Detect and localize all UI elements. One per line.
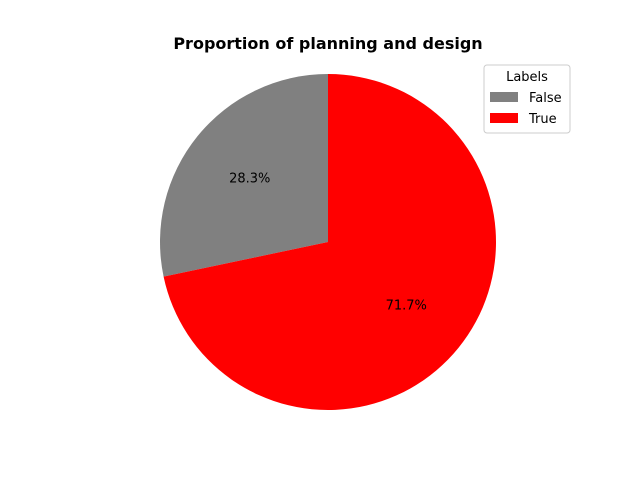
legend-label-true: True: [528, 112, 557, 127]
pie-slices: [160, 74, 497, 410]
pie-slice-true: [163, 74, 497, 410]
legend-label-false: False: [529, 91, 562, 106]
pie-slice-labels: 28.3% 71.7%: [229, 171, 427, 313]
legend-title: Labels: [506, 70, 548, 85]
pie-slice-label-true: 71.7%: [386, 299, 427, 314]
legend-swatch-false: [490, 92, 518, 102]
pie-slice-label-false: 28.3%: [229, 171, 270, 186]
legend: Labels False True: [483, 64, 571, 134]
chart-title: Proportion of planning and design: [173, 34, 482, 53]
legend-swatch-true: [490, 113, 518, 123]
pie-slice-false: [160, 74, 328, 277]
